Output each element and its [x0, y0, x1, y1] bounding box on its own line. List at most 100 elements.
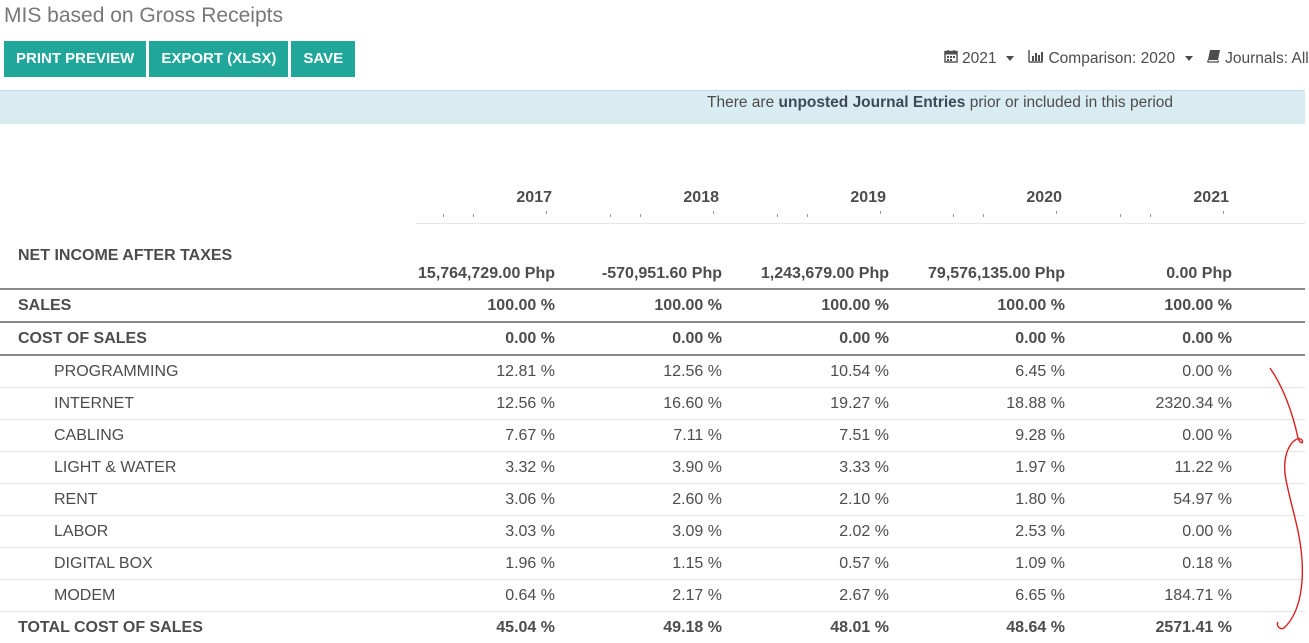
- book-icon: [1207, 49, 1221, 68]
- row-value: 0.57 %: [839, 555, 889, 572]
- row-value: 1,243,679.00 Php: [760, 265, 889, 282]
- row-value: 100.00 %: [997, 297, 1065, 314]
- row-value: 7.11 %: [673, 427, 722, 444]
- calendar-icon: [944, 49, 958, 68]
- export-xlsx-button[interactable]: EXPORT (XLSX): [149, 41, 289, 77]
- row-value: 19.27 %: [830, 395, 889, 412]
- page-title: MIS based on Gross Receipts: [4, 4, 283, 27]
- comparison-filter-label: Comparison: 2020: [1048, 49, 1176, 67]
- column-header-4: 2021: [1193, 189, 1229, 206]
- row-value: 12.81 %: [496, 363, 555, 380]
- row-value: 2571.41 %: [1155, 619, 1232, 636]
- row-value: 1.80 %: [1015, 491, 1065, 508]
- row-value: 48.01 %: [830, 619, 889, 636]
- row-value: 45.04 %: [496, 619, 555, 636]
- row-value: 1.09 %: [1015, 555, 1065, 572]
- header-divider: [416, 223, 1305, 224]
- red-pen-annotation: [1269, 367, 1304, 630]
- row-value: -570,951.60 Php: [601, 265, 722, 282]
- row-value: 0.18 %: [1182, 555, 1232, 572]
- save-button[interactable]: SAVE: [291, 41, 356, 77]
- row-value: 184.71 %: [1164, 587, 1232, 604]
- row-value: 3.06 %: [505, 491, 555, 508]
- table-row[interactable]: SALES 100.00 % 100.00 % 100.00 % 100.00 % 100…: [0, 290, 1305, 323]
- row-value: 6.45 %: [1015, 363, 1065, 380]
- banner-message: There are unposted Journal Entries prior…: [707, 94, 1174, 111]
- unposted-entries-link[interactable]: unposted Journal Entries: [778, 94, 966, 111]
- year-filter[interactable]: 2021: [944, 49, 1015, 68]
- column-header-3: 2020: [1026, 189, 1062, 206]
- column-header-0: 2017: [516, 189, 552, 206]
- row-value: 11.22 %: [1174, 459, 1232, 476]
- column-header-2: 2019: [850, 189, 886, 206]
- row-value: 2.02 %: [839, 523, 889, 540]
- row-value: 12.56 %: [496, 395, 555, 412]
- row-value: 1.15 %: [672, 555, 722, 572]
- row-value: 7.67 %: [505, 427, 555, 444]
- print-preview-button[interactable]: PRINT PREVIEW: [4, 41, 147, 77]
- column-sort-ticks: [769, 208, 889, 218]
- row-label: COST OF SALES: [18, 330, 147, 347]
- row-value: 0.00 %: [839, 330, 889, 347]
- table-row[interactable]: TOTAL COST OF SALES 45.04 % 49.18 % 48.01 %…: [0, 612, 1305, 643]
- row-value: 0.00 %: [672, 330, 722, 347]
- row-value: 0.00 %: [1015, 330, 1065, 347]
- column-sort-ticks: [602, 208, 722, 218]
- row-value: 0.00 %: [1182, 330, 1232, 347]
- row-value: 9.28 %: [1015, 427, 1065, 444]
- comparison-filter[interactable]: Comparison: 2020: [1028, 49, 1194, 68]
- unposted-entries-banner: There are unposted Journal Entries prior…: [0, 90, 1305, 124]
- column-sort-ticks: [945, 208, 1065, 218]
- row-label: TOTAL COST OF SALES: [18, 619, 203, 636]
- chevron-down-icon: [1185, 56, 1194, 61]
- table-row[interactable]: COST OF SALES 0.00 % 0.00 % 0.00 % 0.00 % 0.0…: [0, 323, 1305, 356]
- row-value: 1.96 %: [505, 555, 555, 572]
- row-value: 7.51 %: [839, 427, 889, 444]
- table-row[interactable]: DIGITAL BOX 1.96 % 1.15 % 0.57 % 1.09 % 0.18 …: [0, 548, 1305, 580]
- toolbar: PRINT PREVIEW EXPORT (XLSX) SAVE: [4, 41, 356, 77]
- column-sort-ticks: [1112, 208, 1232, 218]
- table-row[interactable]: PROGRAMMING 12.81 % 12.56 % 10.54 % 6.45 % 0.…: [0, 356, 1305, 388]
- row-value: 2.17 %: [672, 587, 722, 604]
- row-value: 3.09 %: [672, 523, 722, 540]
- year-filter-label: 2021: [962, 49, 997, 67]
- journals-filter[interactable]: Journals: All: [1207, 49, 1309, 68]
- bar-chart-icon: [1028, 49, 1044, 68]
- table-row[interactable]: LABOR 3.03 % 3.09 % 2.02 % 2.53 % 0.00 %: [0, 516, 1305, 548]
- row-value: 6.65 %: [1015, 587, 1065, 604]
- row-value: 100.00 %: [1164, 297, 1232, 314]
- row-label: RENT: [54, 491, 98, 508]
- row-value: 0.00 %: [1182, 427, 1232, 444]
- row-value: 2.60 %: [672, 491, 722, 508]
- row-label: SALES: [18, 297, 72, 314]
- row-label: DIGITAL BOX: [54, 555, 153, 572]
- row-value: 12.56 %: [663, 363, 722, 380]
- row-value: 2.10 %: [839, 491, 889, 508]
- journals-filter-label: Journals: All: [1225, 49, 1309, 67]
- table-row[interactable]: RENT 3.06 % 2.60 % 2.10 % 1.80 % 54.97 %: [0, 484, 1305, 516]
- table-row[interactable]: MODEM 0.64 % 2.17 % 2.67 % 6.65 % 184.71 %: [0, 580, 1305, 612]
- row-value: 3.32 %: [505, 459, 555, 476]
- row-label: LIGHT & WATER: [54, 459, 177, 476]
- row-value: 3.90 %: [672, 459, 722, 476]
- row-value: 0.00 Php: [1166, 265, 1232, 282]
- row-value: 100.00 %: [821, 297, 889, 314]
- row-label: LABOR: [54, 523, 109, 540]
- chevron-down-icon: [1006, 56, 1015, 61]
- filter-bar: 2021 Comparison: 2020 Journals: All: [944, 49, 1309, 68]
- row-value: 48.64 %: [1006, 619, 1065, 636]
- row-label: PROGRAMMING: [54, 363, 179, 380]
- row-label: NET INCOME AFTER TAXES: [18, 247, 233, 264]
- row-label: MODEM: [54, 587, 116, 604]
- table-row[interactable]: LIGHT & WATER 3.32 % 3.90 % 3.33 % 1.97 % 11.…: [0, 452, 1305, 484]
- row-value: 10.54 %: [830, 363, 889, 380]
- table-row[interactable]: CABLING 7.67 % 7.11 % 7.51 % 9.28 % 0.00 %: [0, 420, 1305, 452]
- row-value: 3.03 %: [505, 523, 555, 540]
- table-row[interactable]: INTERNET 12.56 % 16.60 % 19.27 % 18.88 % 2320…: [0, 388, 1305, 420]
- row-value: 79,576,135.00 Php: [928, 265, 1065, 282]
- row-label: CABLING: [54, 427, 125, 444]
- table-row[interactable]: NET INCOME AFTER TAXES 15,764,729.00 Php -…: [0, 225, 1305, 290]
- row-value: 2320.34 %: [1155, 395, 1232, 412]
- row-value: 16.60 %: [663, 395, 722, 412]
- row-value: 18.88 %: [1006, 395, 1065, 412]
